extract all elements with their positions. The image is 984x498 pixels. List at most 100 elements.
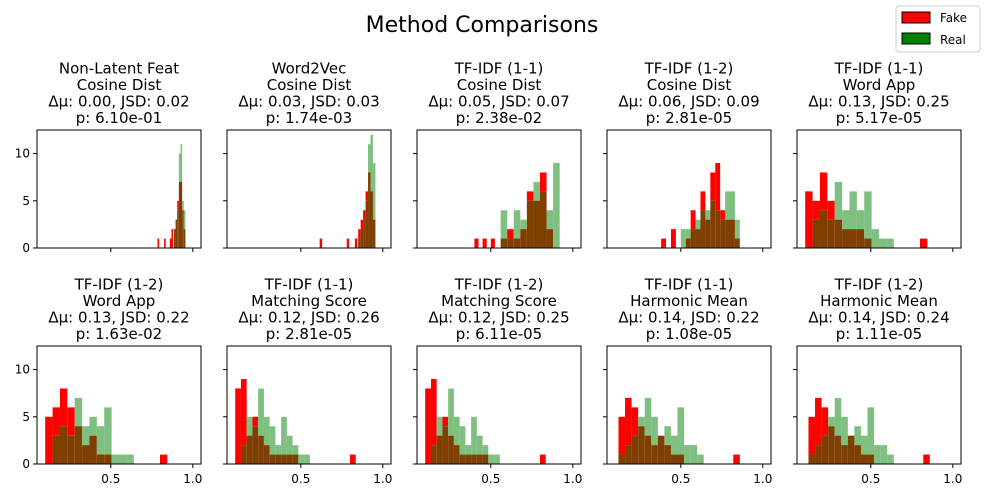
real-bar: [867, 407, 875, 455]
real-bar: [370, 134, 373, 192]
overlap-bar: [360, 229, 364, 248]
real-bar: [281, 416, 287, 455]
real-bar: [292, 445, 299, 455]
axes-frame: [416, 345, 582, 465]
overlap-bar: [258, 435, 264, 464]
overlap-bar: [533, 200, 540, 248]
fake-bar: [490, 238, 495, 248]
fake-bar: [690, 210, 696, 230]
real-bar: [886, 238, 894, 248]
overlap-bar: [182, 210, 184, 248]
overlap-bar: [67, 435, 75, 464]
real-bar: [864, 191, 872, 239]
axes-frame: [606, 345, 772, 465]
fake-bar: [425, 388, 431, 464]
fake-bar: [631, 407, 639, 436]
real-bar: [74, 397, 83, 427]
overlap-bar: [358, 238, 361, 248]
overlap-bar: [710, 200, 716, 248]
panel-title-line: p: 1.63e-02: [76, 325, 162, 343]
overlap-bar: [372, 219, 376, 248]
real-bar: [725, 191, 730, 220]
real-bar: [685, 229, 691, 239]
real-bar: [471, 416, 477, 455]
real-bar: [638, 416, 645, 427]
overlap-bar: [828, 426, 835, 464]
fake-bar: [157, 238, 160, 248]
overlap-bar: [500, 238, 508, 248]
real-bar: [828, 416, 835, 427]
panel-title-line: Word App: [83, 292, 156, 310]
real-bar: [680, 229, 686, 248]
overlap-bar: [89, 435, 97, 464]
overlap-bar: [720, 219, 726, 248]
overlap-bar: [854, 445, 861, 464]
fake-bar: [67, 407, 75, 436]
overlap-bar: [819, 210, 828, 248]
overlap-bar: [864, 238, 872, 248]
fake-bar: [720, 210, 726, 220]
overlap-bar: [856, 229, 865, 248]
panel-title-line: Δμ: 0.00, JSD: 0.02: [48, 93, 189, 111]
panel-title-line: Cosine Dist: [647, 76, 732, 94]
fake-bar: [805, 191, 813, 248]
fake-bar: [920, 238, 928, 248]
x-tick-label: 0.5: [481, 472, 500, 486]
real-bar: [860, 435, 868, 455]
y-tick-label: 0: [22, 457, 30, 471]
overlap-bar: [82, 445, 90, 464]
fake-bar: [661, 238, 667, 248]
real-bar: [553, 163, 560, 248]
fake-bar: [540, 454, 546, 464]
overlap-bar: [725, 219, 730, 248]
y-tick-label: 5: [22, 410, 30, 424]
overlap-bar: [448, 435, 454, 464]
real-bar: [178, 153, 181, 182]
fake-bar: [540, 172, 547, 192]
y-tick-label: 10: [15, 363, 30, 377]
overlap-bar: [849, 229, 857, 248]
fake-bar: [52, 407, 60, 436]
axes-frame: [226, 129, 392, 249]
overlap-bar: [482, 454, 489, 464]
panel-title-line: Harmonic Mean: [820, 292, 938, 310]
fake-bar: [354, 238, 358, 248]
overlap-bar: [651, 445, 658, 464]
fake-bar: [710, 172, 716, 201]
overlap-bar: [520, 229, 527, 248]
overlap-bar: [677, 454, 685, 464]
real-bar: [856, 210, 865, 230]
real-bar: [182, 200, 184, 211]
axes-frame: [796, 345, 962, 465]
overlap-bar: [183, 229, 186, 248]
overlap-bar: [436, 435, 443, 464]
real-bar: [841, 416, 848, 446]
overlap-bar: [263, 445, 270, 464]
panel-title-line: Word App: [843, 76, 916, 94]
overlap-bar: [286, 454, 293, 464]
panel-title-line: Word2Vec: [272, 60, 347, 78]
fake-bar: [819, 172, 828, 211]
overlap-bar: [240, 445, 247, 464]
real-bar: [180, 144, 183, 182]
overlap-bar: [476, 454, 483, 464]
panel-title-line: TF-IDF (1-1): [644, 276, 734, 294]
real-bar: [368, 144, 371, 173]
panel-title-line: Δμ: 0.05, JSD: 0.07: [428, 93, 569, 111]
overlap-bar: [178, 181, 181, 248]
panel-title-line: p: 1.74e-03: [266, 109, 352, 127]
real-bar: [533, 181, 540, 201]
real-bar: [448, 388, 454, 436]
real-bar: [874, 445, 881, 464]
real-bar: [879, 238, 887, 248]
fake-bar: [625, 397, 632, 446]
y-tick-label: 10: [15, 147, 30, 161]
axes-frame: [36, 345, 202, 465]
panel-title-line: p: 2.81e-05: [266, 325, 352, 343]
overlap-bar: [540, 191, 547, 248]
